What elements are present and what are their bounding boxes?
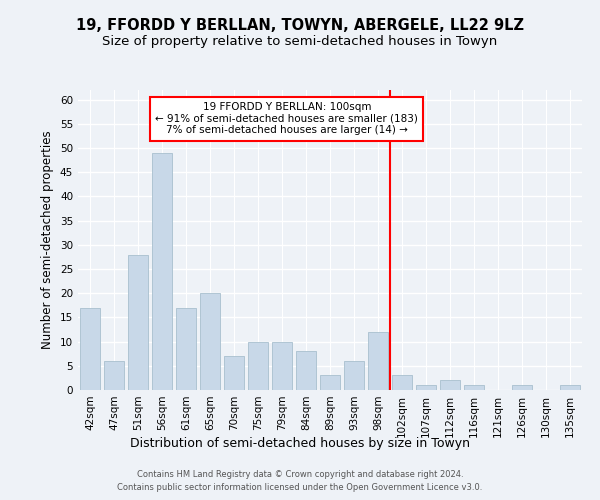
Text: 19, FFORDD Y BERLLAN, TOWYN, ABERGELE, LL22 9LZ: 19, FFORDD Y BERLLAN, TOWYN, ABERGELE, L…: [76, 18, 524, 32]
Bar: [560, 385, 580, 390]
Bar: [344, 361, 364, 390]
Bar: [464, 385, 484, 390]
Bar: [320, 376, 340, 390]
Text: Size of property relative to semi-detached houses in Towyn: Size of property relative to semi-detach…: [103, 35, 497, 48]
Bar: [104, 361, 124, 390]
Bar: [416, 385, 436, 390]
Text: Distribution of semi-detached houses by size in Towyn: Distribution of semi-detached houses by …: [130, 438, 470, 450]
Bar: [152, 153, 172, 390]
Bar: [176, 308, 196, 390]
Text: Contains public sector information licensed under the Open Government Licence v3: Contains public sector information licen…: [118, 482, 482, 492]
Bar: [200, 293, 220, 390]
Bar: [224, 356, 244, 390]
Bar: [512, 385, 532, 390]
Text: Contains HM Land Registry data © Crown copyright and database right 2024.: Contains HM Land Registry data © Crown c…: [137, 470, 463, 479]
Bar: [80, 308, 100, 390]
Y-axis label: Number of semi-detached properties: Number of semi-detached properties: [41, 130, 55, 350]
Bar: [128, 254, 148, 390]
Bar: [272, 342, 292, 390]
Bar: [248, 342, 268, 390]
Text: 19 FFORDD Y BERLLAN: 100sqm
← 91% of semi-detached houses are smaller (183)
7% o: 19 FFORDD Y BERLLAN: 100sqm ← 91% of sem…: [155, 102, 418, 136]
Bar: [296, 352, 316, 390]
Bar: [440, 380, 460, 390]
Bar: [392, 376, 412, 390]
Bar: [368, 332, 388, 390]
